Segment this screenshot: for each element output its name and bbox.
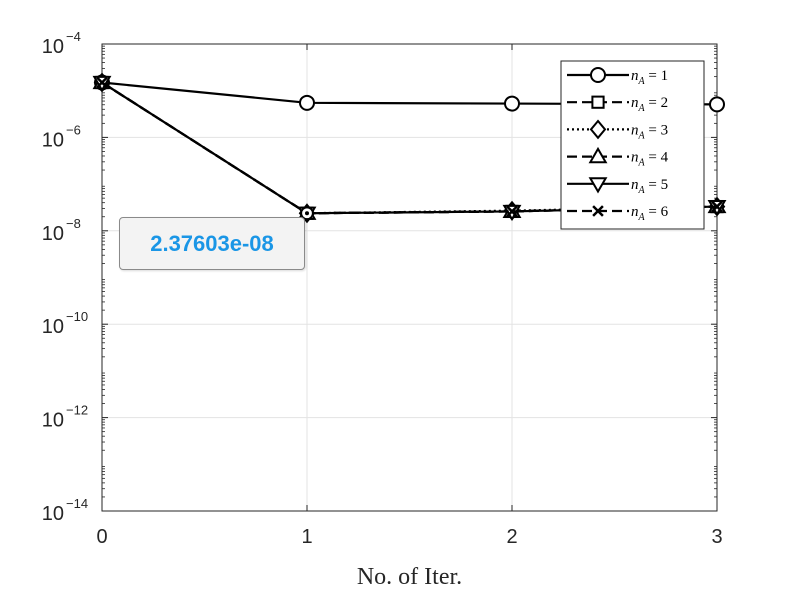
- legend-marker: [592, 205, 604, 217]
- series-line: [101, 81, 718, 215]
- legend-label: nA = 6: [631, 204, 669, 223]
- y-tick-label: 10: [42, 36, 64, 58]
- legend-label: nA = 2: [631, 95, 668, 114]
- series-point: [96, 76, 108, 89]
- y-tick-exponent: −4: [66, 29, 81, 44]
- legend-marker: [590, 67, 606, 83]
- y-tick-label: 10: [42, 503, 64, 525]
- x-tick-label: 0: [96, 526, 107, 548]
- x-tick-label: 1: [301, 526, 312, 548]
- legend-entry-5: nA = 5: [567, 177, 668, 196]
- legend-label: nA = 1: [631, 68, 668, 87]
- y-tick-label: 10: [42, 223, 64, 245]
- data-tip[interactable]: 2.37603e-08: [119, 217, 305, 270]
- series-point: [711, 200, 723, 213]
- x-tick-label: 3: [711, 526, 722, 548]
- x-tick-label: 2: [506, 526, 517, 548]
- y-tick-label: 10: [42, 316, 64, 338]
- legend-label: nA = 4: [631, 150, 669, 169]
- series-layer: [92, 72, 727, 224]
- series-point: [504, 95, 520, 112]
- series-point: [506, 205, 518, 218]
- y-tick-label: 10: [42, 129, 64, 151]
- legend-entry-4: nA = 4: [567, 146, 669, 169]
- legend[interactable]: nA = 1 nA = 2 nA = 3 nA = 4 nA = 5 nA = 6: [560, 60, 705, 230]
- legend-marker: [588, 146, 608, 164]
- legend-marker: [591, 95, 605, 109]
- x-tick-labels: 0 1 2 3: [96, 526, 722, 548]
- legend-box: [560, 60, 705, 230]
- y-tick-exponent: −10: [66, 309, 88, 324]
- series-point: [709, 96, 725, 113]
- legend-marker: [588, 177, 608, 194]
- x-axis-label: No. of Iter.: [357, 564, 462, 590]
- legend-entry-2: nA = 2: [567, 95, 668, 114]
- y-tick-exponent: −6: [66, 122, 81, 137]
- series-point: [299, 94, 315, 111]
- y-tick-exponent: −8: [66, 216, 81, 231]
- axis-ticks: [101, 43, 718, 512]
- plot-area-frame: [101, 43, 718, 512]
- legend-entry-3: nA = 3: [567, 119, 668, 141]
- legend-marker: [589, 119, 607, 140]
- y-tick-exponent: −12: [66, 403, 88, 418]
- legend-label: nA = 5: [631, 177, 668, 196]
- legend-label: nA = 3: [631, 122, 668, 141]
- datatip-anchor-dot: [305, 211, 309, 216]
- legend-entry-1: nA = 1: [567, 67, 668, 87]
- legend-entry-6: nA = 6: [567, 204, 669, 223]
- y-tick-label: 10: [42, 410, 64, 432]
- y-tick-exponent: −14: [66, 496, 88, 511]
